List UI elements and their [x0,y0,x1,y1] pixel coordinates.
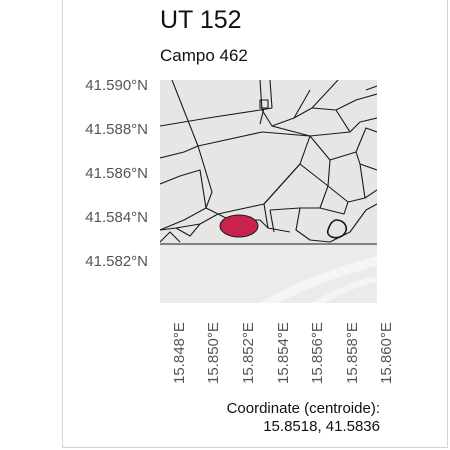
x-tick-label: 15.860°E [378,322,395,384]
x-tick-label: 15.854°E [275,322,292,384]
parcel-boundaries [160,80,377,243]
y-tick-label: 41.582°N [85,253,148,270]
centroid-coordinates: 15.8518, 41.5836 [263,418,380,435]
cadastral-map [160,80,377,303]
y-tick-label: 41.588°N [85,121,148,138]
x-tick-label: 15.850°E [205,322,222,384]
centroid-caption: Coordinate (centroide): 15.8518, 41.5836 [227,400,380,436]
y-tick-label: 41.584°N [85,209,148,226]
y-tick-label: 41.586°N [85,165,148,182]
highlighted-parcel [219,214,259,238]
x-tick-label: 15.858°E [344,322,361,384]
y-tick-label: 41.590°N [85,77,148,94]
x-tick-label: 15.856°E [309,322,326,384]
road [310,276,377,303]
caption-label: Coordinate (centroide): [226,400,380,417]
x-tick-label: 15.852°E [240,322,257,384]
road [260,256,377,303]
x-tick-label: 15.848°E [171,322,188,384]
map-title: UT 152 [160,6,242,34]
map-subtitle: Campo 462 [160,46,248,65]
